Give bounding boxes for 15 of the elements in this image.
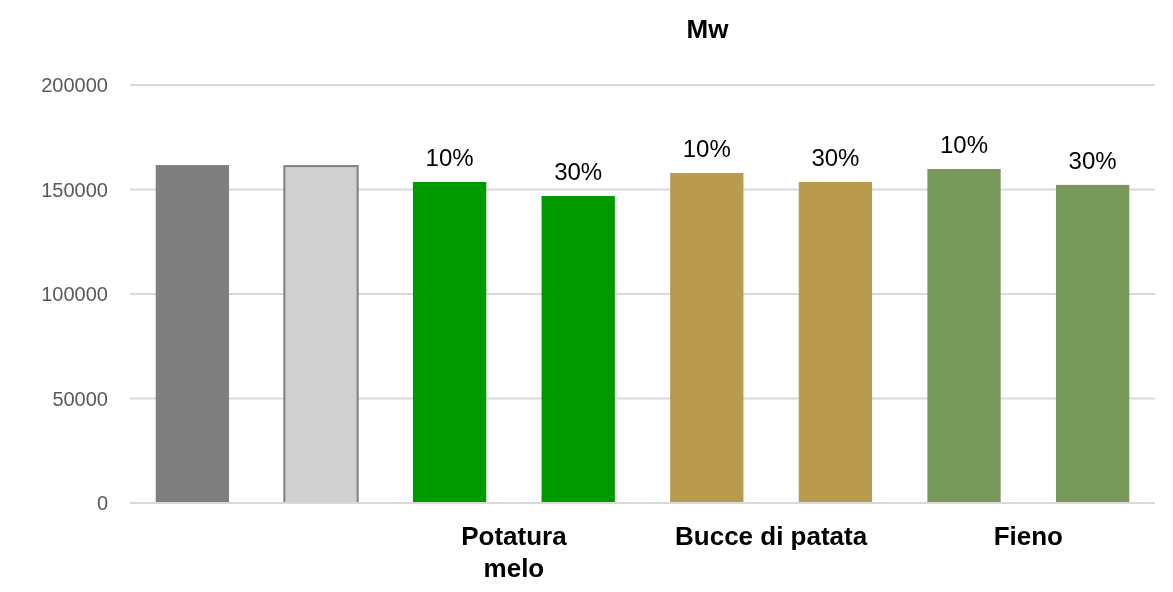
x-tick-label: 10% [425,143,474,171]
y-tick-label: 0 [96,492,108,514]
y-tick-label: 100000 [41,283,108,305]
x-tick-label: 10% [939,131,989,159]
text: Potatura melo [461,521,568,583]
x-tick-label: 30% [554,157,603,185]
x-tick-label: 30% [811,143,860,171]
text: Bucce di patata [675,521,868,551]
y-tick-label: 50000 [52,387,108,410]
text: Fieno [993,521,1063,551]
x-tick-label: 10% [682,134,731,162]
chart-title: Mw [686,14,730,44]
y-tick-label: 200000 [41,74,108,96]
x-tick-label: 30% [1068,146,1117,174]
y-tick-label: 150000 [41,178,108,201]
